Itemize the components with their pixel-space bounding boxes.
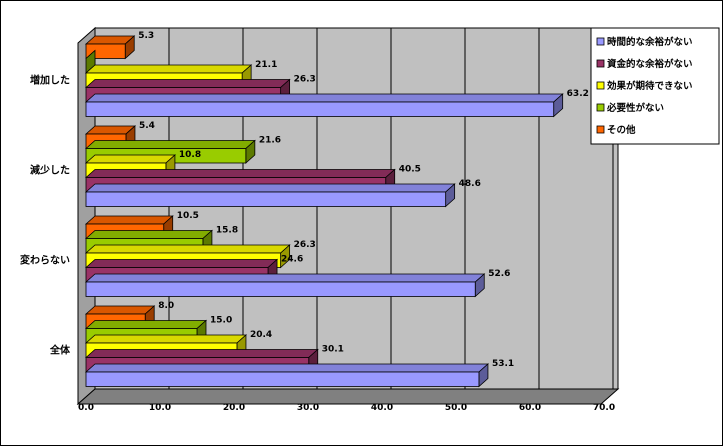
bar-top-face	[84, 244, 291, 254]
bar-top-face	[84, 215, 174, 225]
data-label: 10.8	[179, 150, 201, 160]
legend-box	[590, 27, 720, 145]
bar-top-face	[84, 305, 156, 315]
bar-3-0	[84, 363, 489, 388]
category-label: 増加した	[30, 73, 70, 86]
data-label: 10.5	[177, 211, 199, 221]
category-label: 減少した	[30, 163, 70, 176]
bar-top-face	[84, 230, 213, 239]
data-label: 26.3	[294, 240, 316, 250]
category-label: 全体	[49, 343, 71, 356]
bar-top-face	[84, 259, 279, 268]
bar-top-face	[84, 334, 248, 344]
data-label: 15.0	[210, 316, 232, 326]
bar-front-face	[85, 101, 555, 117]
data-label: 21.6	[259, 136, 281, 146]
bar-0-0	[84, 93, 564, 118]
legend-label: その他	[607, 124, 636, 136]
data-label: 63.2	[567, 89, 589, 99]
bar-2-0	[84, 273, 486, 298]
legend-label: 効果が期待できない	[607, 80, 693, 92]
bar-front-face	[85, 371, 480, 387]
x-tick-label: 50.0	[445, 403, 467, 413]
bar-top-face	[84, 363, 489, 373]
data-label: 5.4	[139, 121, 155, 131]
data-labels: 5.3 21.1 26.3 63.2 5.4 21.6 10.8 40.5 48.6 10.5 15…	[138, 31, 589, 369]
legend-label: 必要性がない	[606, 102, 664, 114]
legend-swatch	[596, 103, 605, 112]
bar-top-face	[84, 64, 253, 74]
data-label: 5.3	[138, 31, 154, 41]
bar-front-face	[85, 191, 447, 207]
x-tick-label: 40.0	[371, 403, 393, 413]
data-label: 8.0	[158, 301, 174, 311]
bar-1-0	[84, 183, 456, 208]
bar-top-face	[84, 273, 486, 283]
data-label: 30.1	[322, 345, 344, 355]
data-label: 15.8	[216, 226, 238, 236]
bar-top-face	[84, 320, 208, 329]
data-label: 40.5	[399, 165, 421, 175]
x-tick-label: 70.0	[593, 403, 615, 413]
x-tick-label: 20.0	[223, 403, 245, 413]
data-label: 53.1	[492, 359, 514, 369]
data-label: 24.6	[281, 255, 303, 265]
bars	[84, 35, 564, 388]
bar-front-face	[85, 281, 476, 297]
bar-top-face	[84, 140, 256, 149]
data-label: 52.6	[488, 269, 510, 279]
data-label: 48.6	[459, 179, 481, 189]
legend-swatch	[596, 125, 605, 134]
bar-top-face	[84, 183, 456, 193]
data-label: 21.1	[255, 60, 277, 70]
bar-top-face	[84, 154, 176, 164]
x-axis-ticks: 0.0 10.0 20.0 30.0 40.0 50.0 60.0 70.0	[78, 403, 615, 413]
bar-top-face	[84, 93, 564, 103]
bar-top-face	[84, 169, 396, 178]
x-tick-label: 60.0	[519, 403, 541, 413]
category-label: 変わらない	[20, 253, 70, 266]
x-tick-label: 30.0	[297, 403, 319, 413]
bar-top-face	[84, 79, 291, 88]
bar-0-4	[84, 35, 136, 60]
data-label: 26.3	[294, 75, 316, 85]
legend-swatch	[596, 37, 605, 46]
plot-floor	[76, 388, 620, 405]
data-label: 20.4	[250, 330, 272, 340]
legend-label: 資金的な余裕がない	[607, 58, 693, 70]
legend-swatch	[596, 59, 605, 68]
x-tick-label: 0.0	[78, 403, 94, 413]
bar-top-face	[84, 349, 319, 358]
legend-swatch	[596, 81, 605, 90]
x-tick-label: 10.0	[149, 403, 171, 413]
bar-front-face	[85, 43, 126, 59]
legend-label: 時間的な余裕がない	[607, 36, 693, 48]
